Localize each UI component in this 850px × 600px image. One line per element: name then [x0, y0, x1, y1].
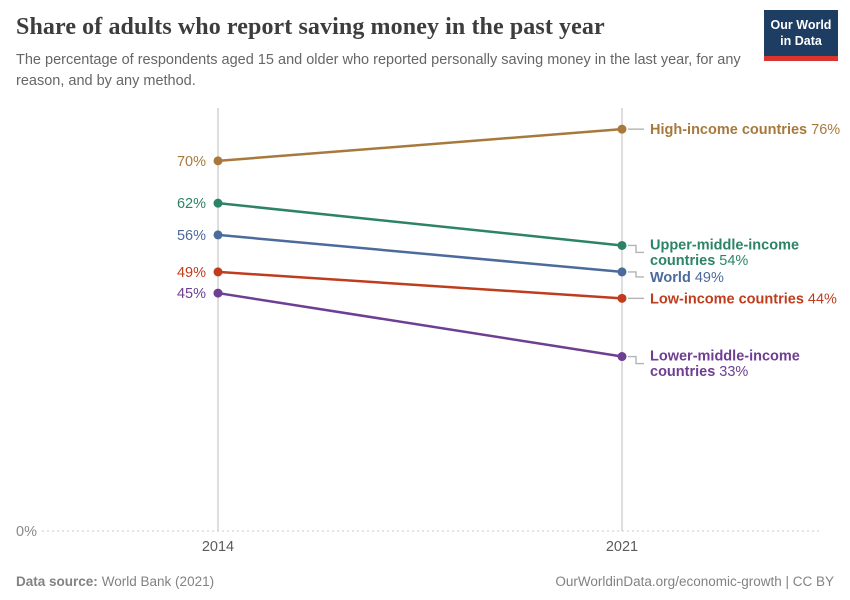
label-connector: [628, 244, 644, 254]
owid-logo-line2: in Data: [780, 34, 822, 49]
series-upper-middle-income-countries: 62% Upper-middle-income countries 54%: [177, 196, 799, 269]
data-point-end[interactable]: [617, 124, 627, 134]
trend-line[interactable]: [217, 270, 623, 300]
x-tick-label-2014: 2014: [202, 539, 234, 555]
attribution-link[interactable]: OurWorldinData.org/economic-growth | CC …: [555, 574, 834, 589]
data-point-start[interactable]: [213, 198, 223, 208]
page-title: Share of adults who report saving money …: [16, 14, 605, 40]
owid-logo: Our World in Data: [764, 10, 838, 61]
data-source-value: World Bank (2021): [101, 574, 215, 589]
trend-line[interactable]: [217, 127, 623, 163]
trend-line[interactable]: [217, 291, 623, 358]
data-point-start[interactable]: [213, 156, 223, 166]
series-world: 56% World 49%: [177, 228, 724, 286]
y-axis-zero-label: 0%: [16, 524, 37, 540]
chart-header: Share of adults who report saving money …: [0, 0, 850, 91]
label-connector: [628, 271, 644, 278]
series-high-income-countries: 70% High-income countries 76%: [177, 122, 840, 170]
data-source-label: Data source:: [16, 574, 98, 589]
data-point-start[interactable]: [213, 288, 223, 298]
series-low-income-countries: 49% Low-income countries 44%: [177, 265, 837, 307]
start-value-label[interactable]: 62%: [177, 196, 206, 212]
start-value-label[interactable]: 56%: [177, 228, 206, 244]
data-point-end[interactable]: [617, 240, 627, 250]
owid-logo-line1: Our World: [770, 18, 832, 32]
start-value-label[interactable]: 70%: [177, 154, 206, 170]
data-point-start[interactable]: [213, 267, 223, 277]
series-label[interactable]: Upper-middle-income countries 54%: [650, 237, 799, 269]
data-point-end[interactable]: [617, 267, 627, 277]
trend-line[interactable]: [217, 233, 623, 274]
series-label[interactable]: World 49%: [650, 270, 724, 286]
start-value-label[interactable]: 49%: [177, 265, 206, 281]
page-subtitle: The percentage of respondents aged 15 an…: [16, 52, 741, 89]
start-value-label[interactable]: 45%: [177, 286, 206, 302]
chart-footer: Data source: World Bank (2021) OurWorldin…: [16, 574, 834, 589]
data-point-start[interactable]: [213, 230, 223, 240]
trend-line[interactable]: [217, 201, 623, 247]
series-label[interactable]: Low-income countries 44%: [650, 291, 837, 307]
data-point-end[interactable]: [617, 352, 627, 362]
x-tick-label-2021: 2021: [606, 539, 638, 555]
label-connector: [628, 355, 644, 365]
series-lower-middle-income-countries: 45% Lower-middle-income countries 33%: [177, 286, 800, 380]
data-source: Data source: World Bank (2021): [16, 574, 214, 589]
series-label[interactable]: Lower-middle-income countries 33%: [650, 349, 800, 381]
series-label[interactable]: High-income countries 76%: [650, 122, 840, 138]
data-point-end[interactable]: [617, 293, 627, 303]
